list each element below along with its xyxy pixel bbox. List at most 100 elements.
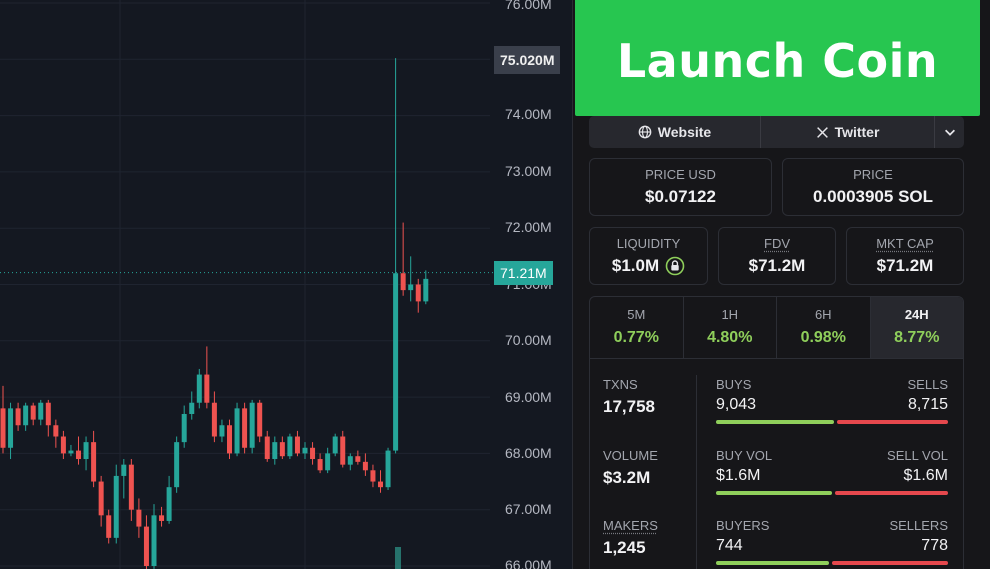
candle [318,459,323,470]
candle [235,408,240,453]
sell-vol-label: SELL VOL [887,448,948,463]
volume-value: $3.2M [603,468,658,488]
sell-vol-value: $1.6M [904,467,948,485]
candle [167,487,172,521]
buys-value: 9,043 [716,396,756,414]
candle [8,408,13,447]
tab-1h[interactable]: 1H 4.80% [684,297,778,358]
candle [1,408,6,447]
candle [386,451,391,488]
candle [401,273,406,290]
token-banner: Launch Coin [575,0,980,116]
volume-split-bar [716,491,948,495]
buy-vol-value: $1.6M [716,467,760,485]
tab-label: 5M [590,307,683,322]
candle [174,442,179,487]
sell-fill [837,420,948,424]
candle [46,403,51,426]
market-cap-label[interactable]: MKT CAP [876,236,934,251]
candle [212,403,217,437]
buy-fill [716,420,834,424]
candle [416,285,421,302]
y-axis-tick: 72.00M [505,219,552,235]
makers-stat: MAKERS 1,245 [603,518,658,558]
candle [265,437,270,460]
sell-fill [832,561,948,565]
candlestick-chart[interactable] [0,0,572,569]
candle [84,442,89,459]
mcap-label-wrap: MKT CAP [847,236,963,251]
candle [53,425,58,436]
liquidity-row: $1.0M [590,256,707,276]
twitter-button[interactable]: Twitter [761,116,935,148]
token-title: Launch Coin [575,34,980,88]
twitter-label: Twitter [835,124,880,140]
website-button[interactable]: Website [589,116,761,148]
buys-sells-stat: BUYS SELLS 9,043 8,715 [716,377,948,424]
candle [152,515,157,566]
candle [370,470,375,481]
y-axis-tick: 73.00M [505,163,552,179]
tab-label: 6H [777,307,870,322]
price-sol-card: PRICE 0.0003905 SOL [782,158,964,216]
candle [348,456,353,464]
tab-5m[interactable]: 5M 0.77% [590,297,684,358]
candle [340,437,345,465]
tab-change: 8.77% [871,329,964,347]
candle [408,285,413,291]
market-cap-value: $71.2M [847,256,963,276]
sell-fill [835,491,948,495]
makers-value: 1,245 [603,538,658,558]
candle [287,437,292,457]
candle [363,462,368,470]
candle [219,425,224,436]
candle [280,442,285,456]
candle [189,403,194,414]
candle [16,408,21,425]
candle [295,437,300,454]
sells-label: SELLS [908,377,948,392]
candle [325,453,330,470]
divider [696,375,697,569]
y-axis-tick: 66.00M [505,557,552,569]
candle [129,465,134,510]
current-price-label: 71.21M [494,261,553,285]
txns-stat: TXNS 17,758 [603,377,655,417]
token-info-panel: Launch Coin Website Twitter PRICE USD $0… [572,0,990,569]
candle [257,403,262,437]
website-label: Website [658,124,711,140]
buy-fill [716,561,829,565]
candle [310,448,315,459]
fdv-value: $71.2M [719,256,835,276]
fdv-label[interactable]: FDV [764,236,790,251]
y-axis-tick: 68.00M [505,445,552,461]
liquidity-card: LIQUIDITY $1.0M [589,227,708,285]
tab-change: 0.77% [590,329,683,347]
y-axis-tick: 76.00M [505,0,552,12]
candle [38,403,43,420]
candle [23,406,28,426]
y-axis-tick: 70.00M [505,332,552,348]
buyers-value: 744 [716,537,743,555]
tab-6h[interactable]: 6H 0.98% [777,297,871,358]
makers-label[interactable]: MAKERS [603,518,658,533]
candle [91,442,96,481]
candle [204,375,209,403]
candle [393,273,398,450]
more-links-button[interactable] [935,116,964,148]
tab-label: 24H [871,307,964,322]
price-sol-label: PRICE [783,167,963,182]
y-axis-tick: 67.00M [505,501,552,517]
lock-icon[interactable] [665,256,685,276]
tab-24h[interactable]: 24H 8.77% [871,297,964,358]
price-sol-value: 0.0003905 SOL [783,187,963,207]
candle [136,510,141,527]
liquidity-value: $1.0M [612,256,659,276]
candle [114,476,119,538]
volume-label: VOLUME [603,448,658,463]
volume-bar [395,547,401,569]
tab-change: 0.98% [777,329,870,347]
candle [227,425,232,453]
price-chart[interactable]: 76.00M 74.00M 73.00M 72.00M 71.00M 70.00… [0,0,572,569]
candle [31,406,36,420]
